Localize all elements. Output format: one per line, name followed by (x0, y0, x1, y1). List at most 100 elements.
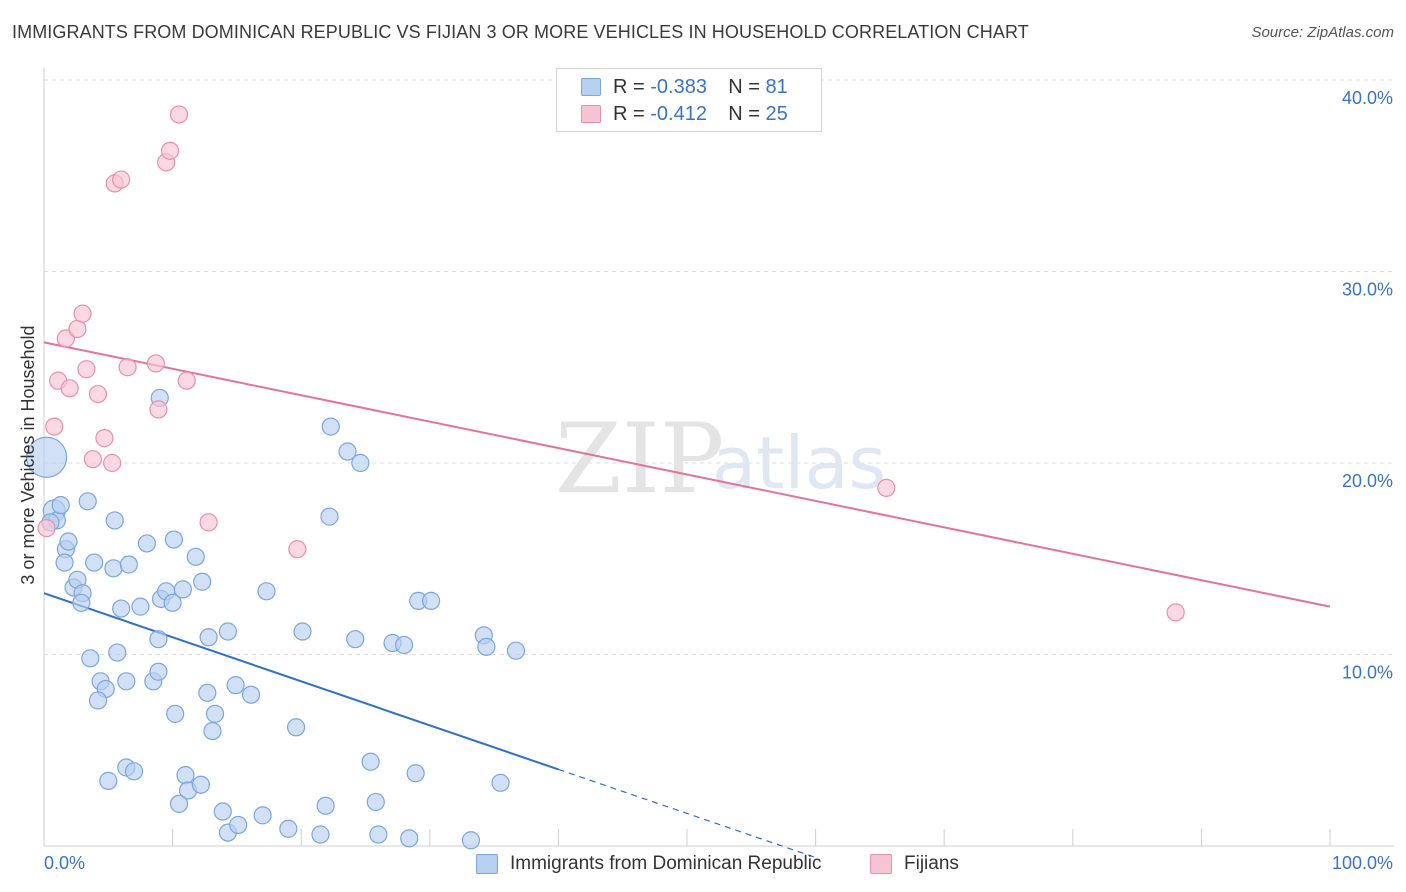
point-dominican (108, 643, 127, 662)
point-fijians (1166, 603, 1185, 622)
point-fijians (83, 450, 102, 469)
point-fijians (37, 519, 56, 538)
point-dominican (81, 649, 100, 668)
point-dominican (163, 593, 182, 612)
trend-line-dominican-extension (558, 768, 816, 859)
point-dominican (321, 417, 340, 436)
point-dominican (351, 453, 370, 473)
trend-line-dominican (43, 592, 559, 771)
point-dominican (191, 775, 210, 794)
point-dominican (105, 511, 124, 530)
point-fijians (146, 354, 165, 373)
point-dominican (166, 704, 185, 723)
point-dominican (213, 802, 232, 821)
point-dominican (203, 721, 222, 741)
point-dominican (320, 507, 339, 526)
point-dominican (59, 532, 78, 551)
point-dominican (85, 553, 104, 572)
trend-lines (43, 341, 1331, 859)
point-dominican (253, 806, 272, 825)
point-dominican (88, 691, 108, 710)
point-dominican (218, 622, 237, 641)
legend-item-fijians[interactable]: Fijians (870, 851, 959, 877)
point-dominican (461, 831, 481, 850)
n-value: 25 (765, 102, 788, 125)
point-dominican (198, 683, 217, 702)
point-dominican (173, 580, 192, 599)
point-dominican (99, 771, 118, 790)
point-fijians (88, 384, 108, 404)
point-dominican (279, 819, 298, 838)
x-tick-label: 100.0% (1332, 853, 1393, 873)
point-fijians (118, 358, 137, 377)
r-value: -0.412 (650, 102, 707, 125)
stats-legend: R = -0.383 N = 81 R = -0.412 N = 25 (556, 68, 822, 132)
point-dominican (421, 591, 441, 610)
point-dominican (149, 662, 168, 681)
legend-label: Fijians (904, 853, 959, 874)
legend-swatch-pink (581, 105, 601, 123)
legend-item-dominican[interactable]: Immigrants from Dominican Republic (476, 851, 822, 877)
point-dominican (117, 672, 136, 691)
point-dominican (164, 530, 183, 549)
point-dominican (137, 534, 156, 553)
point-fijians (288, 540, 307, 559)
data-points (25, 105, 1185, 850)
point-dominican (199, 628, 218, 647)
stats-row-dominican: R = -0.383 N = 81 (581, 74, 788, 100)
x-tick-label: 0.0% (44, 853, 85, 873)
point-dominican (169, 794, 189, 813)
point-dominican (226, 676, 245, 695)
point-dominican (229, 815, 248, 835)
point-fijians (877, 478, 896, 497)
point-fijians (60, 379, 79, 398)
point-fijians (160, 141, 180, 160)
point-dominican (55, 553, 74, 572)
point-dominican (400, 829, 419, 848)
chart-title: IMMIGRANTS FROM DOMINICAN REPUBLIC VS FI… (12, 22, 1029, 42)
point-dominican (338, 442, 357, 461)
point-dominican (346, 630, 365, 649)
watermark-zip: ZIP (555, 403, 724, 515)
point-dominican (149, 630, 168, 649)
source-label: Source: ZipAtlas.com (1251, 24, 1394, 41)
point-fijians (149, 400, 168, 419)
y-tick-label: 30.0% (1342, 280, 1393, 300)
point-dominican (311, 825, 330, 844)
y-tick-label: 40.0% (1342, 88, 1393, 108)
point-dominican (316, 796, 335, 815)
point-dominican (369, 825, 388, 844)
point-dominican (51, 496, 70, 515)
point-fijians (103, 453, 122, 473)
point-fijians (77, 360, 96, 379)
y-tick-label: 10.0% (1342, 663, 1393, 683)
point-dominican (78, 492, 97, 511)
point-dominican (72, 593, 91, 612)
n-value: 81 (765, 75, 788, 98)
point-fijians (177, 371, 196, 390)
point-dominican (112, 599, 131, 618)
stats-row-fijians: R = -0.412 N = 25 (581, 101, 788, 127)
point-fijians (95, 429, 114, 448)
point-dominican (286, 718, 306, 737)
y-axis-label: 3 or more Vehicles in Household (18, 325, 38, 584)
point-fijians (199, 513, 218, 532)
point-dominican (241, 685, 261, 704)
n-label: N = (728, 102, 760, 125)
y-tick-label: 20.0% (1342, 471, 1393, 491)
point-dominican (25, 436, 68, 478)
grid-lines (44, 79, 1394, 655)
point-dominican (205, 704, 225, 723)
point-dominican (104, 559, 123, 578)
point-fijians (73, 304, 92, 323)
point-dominican (366, 792, 385, 812)
legend-label: Immigrants from Dominican Republic (510, 853, 822, 874)
point-fijians (68, 319, 87, 339)
point-dominican (124, 762, 144, 781)
point-dominican (491, 773, 510, 792)
point-fijians (169, 105, 189, 124)
point-dominican (477, 637, 496, 656)
n-label: N = (728, 75, 760, 98)
point-dominican (176, 766, 195, 785)
